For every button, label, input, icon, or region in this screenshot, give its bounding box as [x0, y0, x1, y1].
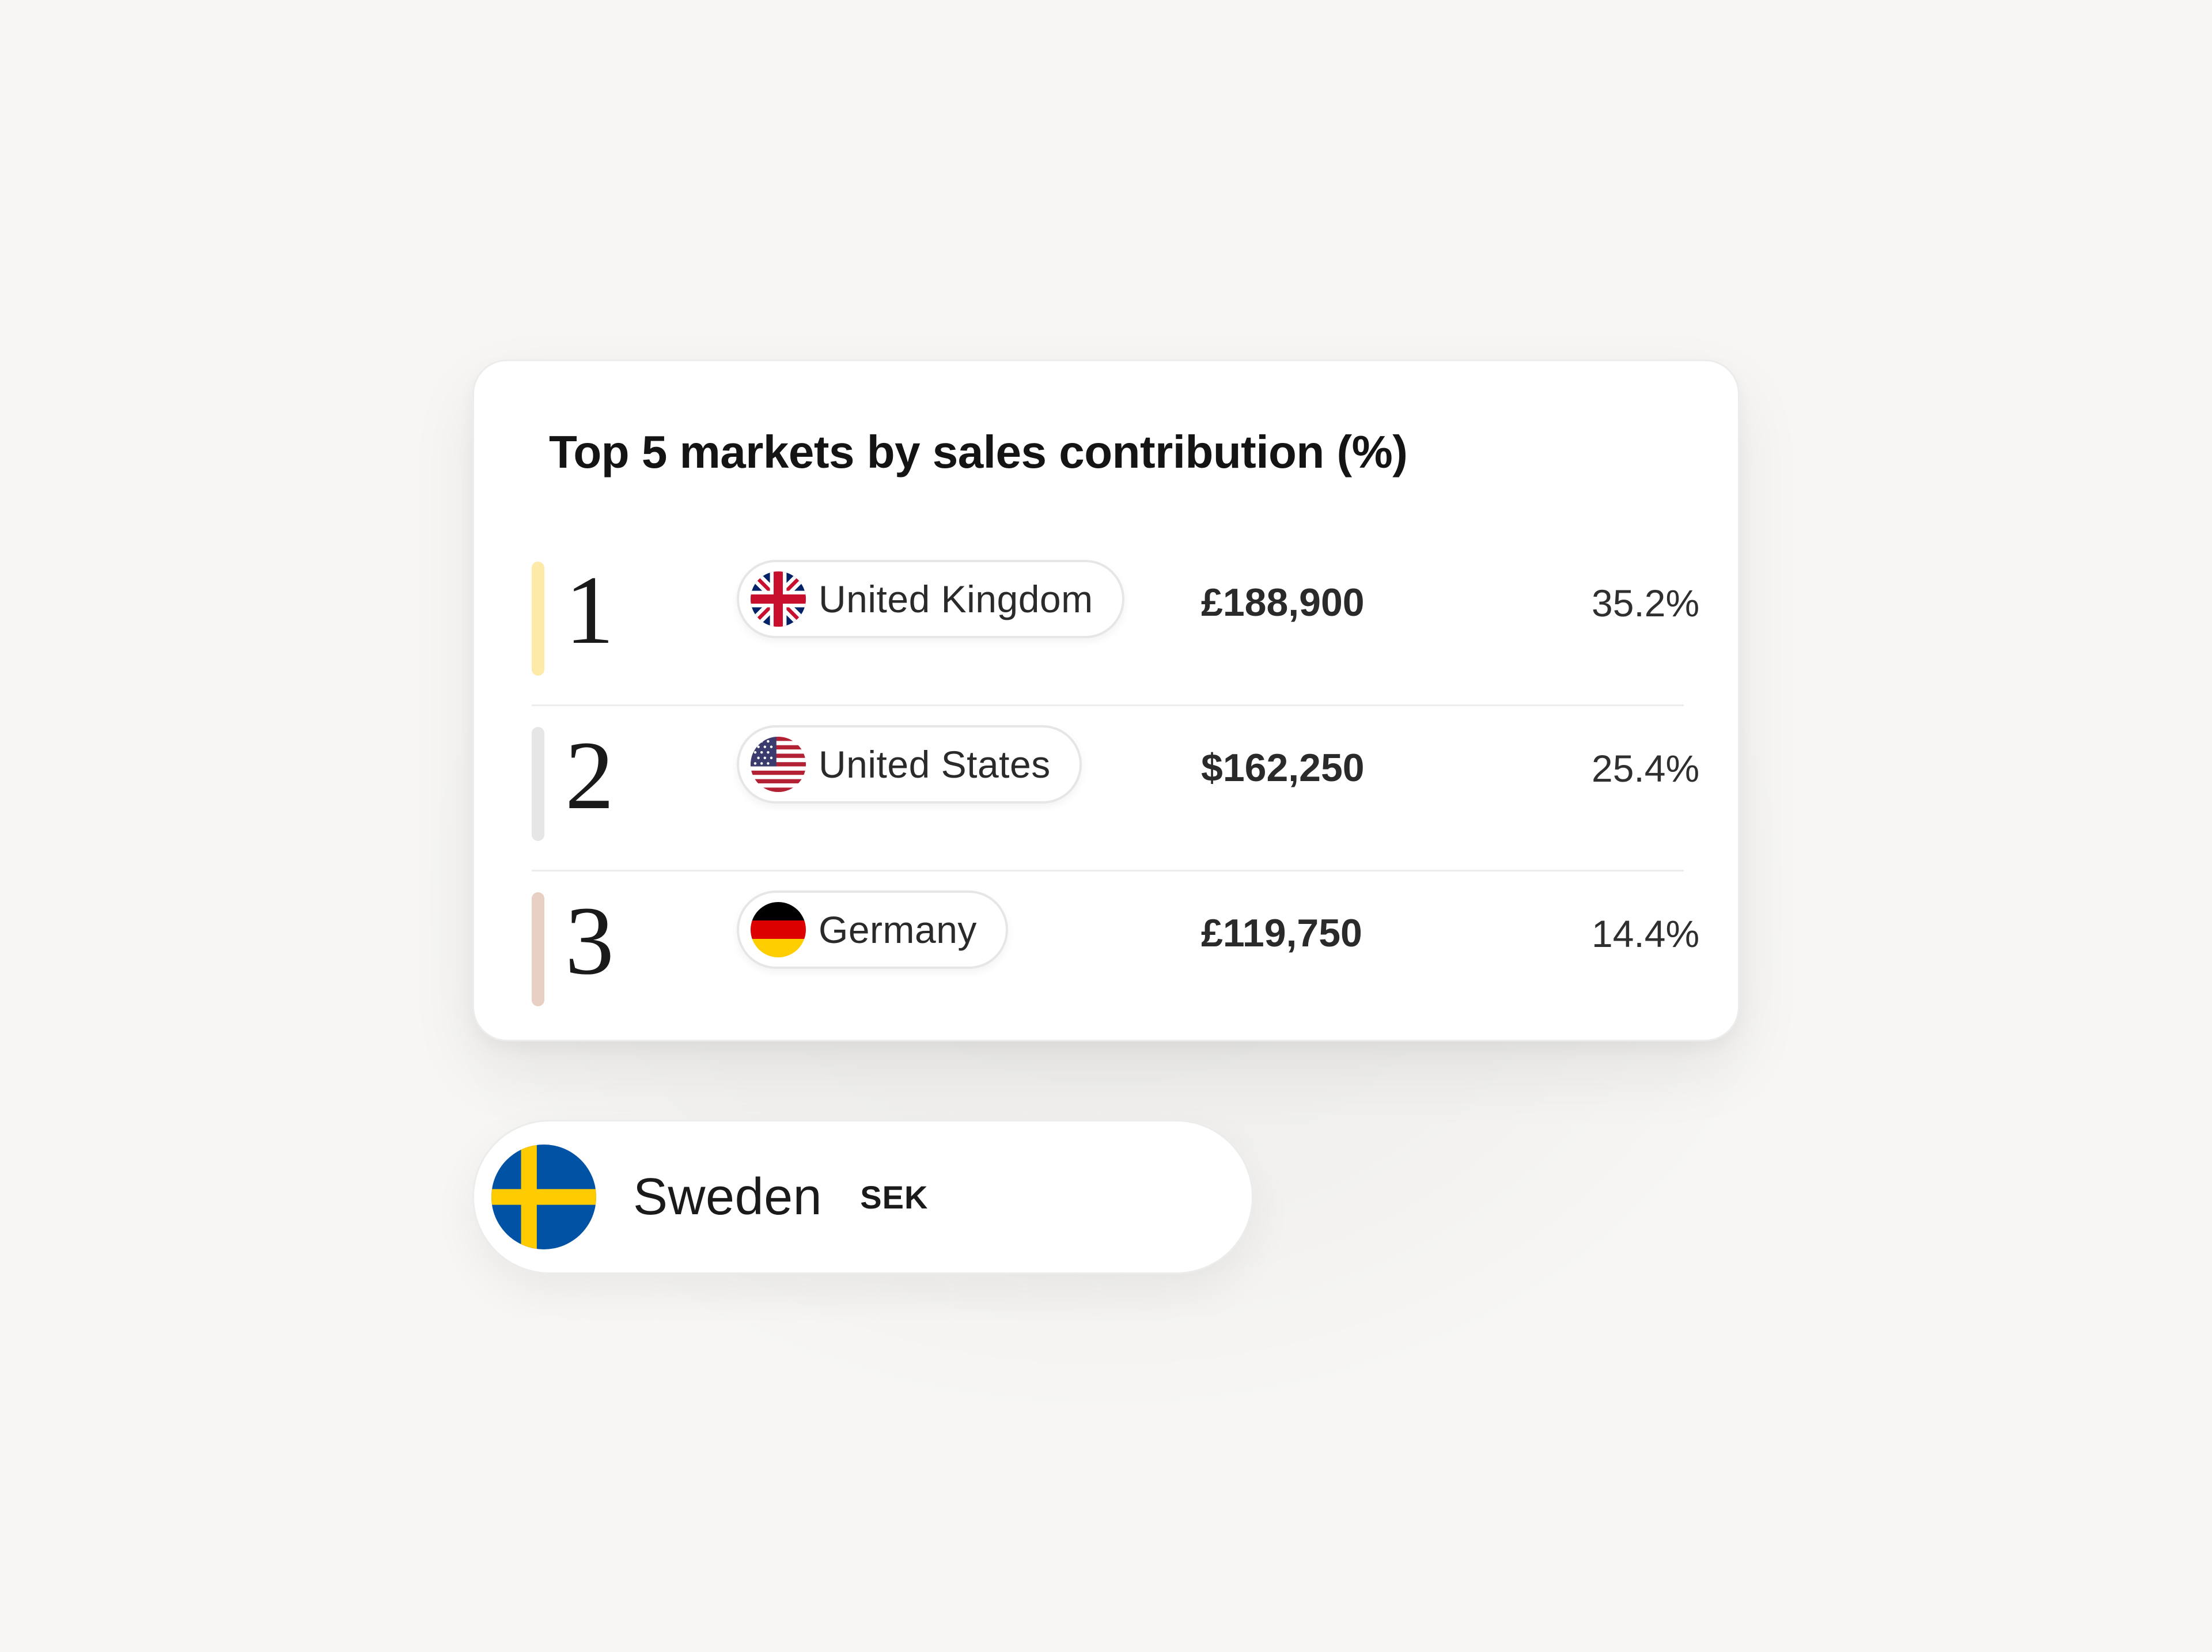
- row-divider: [532, 870, 1684, 872]
- country-chip-germany[interactable]: Germany: [737, 891, 1008, 969]
- sweden-flag-icon: [491, 1145, 596, 1249]
- market-row: 1 United Kingdom £188,900 35.2%: [532, 541, 1699, 706]
- germany-flag-icon: [751, 902, 806, 957]
- rank-number: 3: [565, 886, 614, 995]
- currency-country-name: Sweden: [633, 1168, 823, 1226]
- currency-selector[interactable]: Sweden SEK: [472, 1120, 1253, 1274]
- us-flag-icon: [751, 737, 806, 792]
- country-name: Germany: [819, 908, 977, 951]
- sales-percent: 35.2%: [1592, 582, 1700, 624]
- rank-number: 2: [565, 721, 614, 829]
- rank-indicator: [532, 727, 544, 841]
- rank-indicator: [532, 892, 544, 1006]
- row-divider: [532, 704, 1684, 706]
- uk-flag-icon: [751, 571, 806, 627]
- country-chip-united-states[interactable]: United States: [737, 725, 1082, 804]
- card-title: Top 5 markets by sales contribution (%): [549, 426, 1408, 478]
- rank-indicator: [532, 562, 544, 676]
- sales-percent: 25.4%: [1592, 747, 1700, 790]
- market-row: 2: [532, 706, 1699, 872]
- sales-amount: £119,750: [1201, 911, 1362, 955]
- sales-percent: 14.4%: [1592, 912, 1700, 955]
- sales-amount: £188,900: [1201, 581, 1365, 624]
- country-chip-united-kingdom[interactable]: United Kingdom: [737, 560, 1124, 638]
- country-name: United Kingdom: [819, 578, 1093, 620]
- currency-code: SEK: [860, 1179, 929, 1215]
- top-markets-card: Top 5 markets by sales contribution (%) …: [472, 359, 1740, 1041]
- rank-number: 1: [565, 556, 614, 664]
- country-name: United States: [819, 743, 1051, 786]
- market-row: 3 Germany £119,750 14.4%: [532, 872, 1699, 1037]
- sales-amount: $162,250: [1201, 746, 1365, 790]
